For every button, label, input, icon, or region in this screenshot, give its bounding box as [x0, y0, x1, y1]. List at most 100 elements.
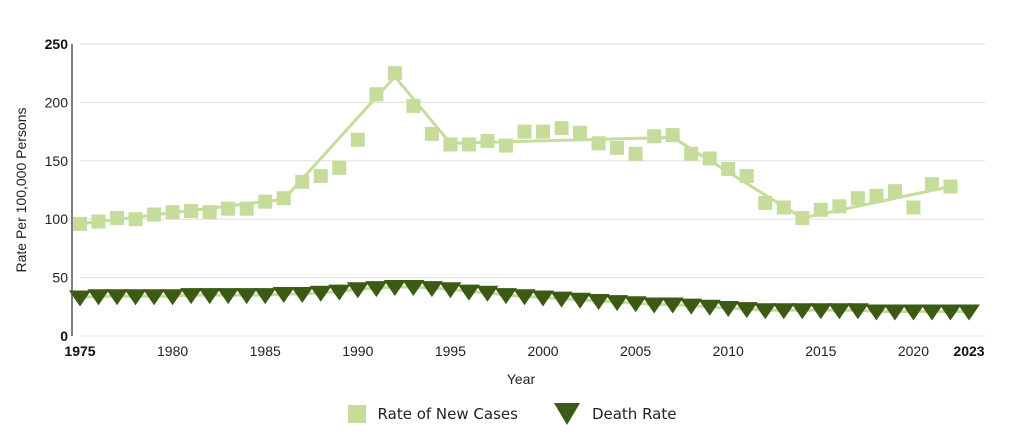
data-point-new-cases — [350, 132, 365, 147]
data-point-death-rate — [291, 286, 314, 303]
data-point-death-rate — [754, 303, 777, 320]
data-point-new-cases — [869, 188, 884, 203]
data-point-death-rate — [624, 296, 647, 313]
x-tick-label: 2000 — [527, 343, 558, 359]
data-point-death-rate — [606, 295, 629, 312]
data-point-death-rate — [87, 289, 110, 306]
data-point-new-cases — [795, 211, 810, 226]
data-point-new-cases — [443, 137, 458, 152]
data-point-death-rate — [587, 293, 610, 310]
data-point-new-cases — [776, 200, 791, 215]
data-point-death-rate — [235, 288, 258, 305]
x-tick-labels: 1975 1980 1985 1990 1995 2000 2005 2010 2015 2020… — [64, 343, 984, 359]
square-marker-icon — [347, 405, 366, 423]
data-point-new-cases — [536, 124, 551, 139]
data-point-death-rate — [661, 297, 684, 314]
data-point-death-rate — [346, 282, 369, 299]
data-point-new-cases — [665, 128, 680, 143]
trend-line-new-cases — [79, 74, 951, 226]
data-point-new-cases — [480, 133, 495, 148]
data-point-new-cases — [110, 211, 125, 226]
data-point-death-rate — [328, 284, 351, 301]
data-point-new-cases — [832, 199, 847, 214]
data-point-new-cases — [424, 126, 439, 141]
legend-label-death-rate: Death Rate — [591, 405, 677, 423]
data-point-new-cases — [184, 204, 199, 219]
data-point-new-cases — [313, 168, 328, 183]
data-point-death-rate — [494, 288, 517, 305]
data-point-death-rate — [439, 282, 462, 299]
data-point-new-cases — [739, 168, 754, 183]
data-point-death-rate — [180, 288, 203, 305]
y-tick-label: 0 — [60, 328, 68, 344]
x-tick-label: 1985 — [250, 343, 281, 359]
x-tick-label: 2015 — [805, 343, 836, 359]
x-tick-label: 1975 — [64, 343, 95, 359]
data-point-death-rate — [402, 279, 425, 296]
data-point-new-cases — [924, 177, 939, 192]
data-point-new-cases — [147, 207, 162, 222]
data-point-death-rate — [809, 303, 832, 320]
triangle-down-marker-icon — [553, 403, 580, 425]
data-point-new-cases — [295, 174, 310, 189]
data-point-new-cases — [628, 146, 643, 161]
data-point-new-cases — [332, 160, 347, 175]
y-tick-label: 50 — [52, 270, 68, 286]
data-point-new-cases — [369, 87, 384, 102]
data-point-death-rate — [902, 304, 925, 321]
data-point-death-rate — [791, 303, 814, 320]
data-point-death-rate — [124, 289, 147, 306]
y-tick-label: 150 — [45, 153, 69, 169]
data-point-death-rate — [383, 279, 406, 296]
data-point-new-cases — [850, 191, 865, 206]
data-point-new-cases — [498, 138, 513, 153]
data-point-new-cases — [73, 216, 87, 231]
data-point-new-cases — [702, 151, 717, 166]
y-tick-labels: 0 50 100 150 200 250 — [45, 36, 69, 344]
gridlines — [80, 43, 985, 337]
x-tick-label: 2005 — [620, 343, 651, 359]
legend-item-death-rate[interactable]: Death Rate — [553, 403, 677, 425]
data-point-new-cases — [221, 201, 236, 216]
data-point-death-rate — [846, 303, 869, 320]
y-tick-label: 200 — [45, 94, 69, 110]
data-point-death-rate — [550, 291, 573, 308]
data-point-new-cases — [813, 202, 828, 217]
data-point-new-cases — [610, 140, 625, 155]
data-point-death-rate — [920, 304, 943, 321]
data-point-new-cases — [276, 191, 291, 206]
data-point-death-rate — [198, 288, 221, 305]
legend-label-new-cases: Rate of New Cases — [377, 405, 518, 423]
data-point-new-cases — [758, 195, 773, 210]
data-point-death-rate — [69, 290, 91, 307]
data-point-death-rate — [309, 285, 332, 302]
legend-item-new-cases[interactable]: Rate of New Cases — [347, 405, 518, 423]
x-axis-title: Year — [507, 371, 536, 387]
data-point-death-rate — [513, 289, 536, 306]
data-point-death-rate — [143, 289, 166, 306]
data-point-new-cases — [387, 66, 402, 81]
x-tick-label: 2023 — [953, 343, 984, 359]
data-point-new-cases — [573, 125, 588, 140]
x-tick-label: 1990 — [342, 343, 373, 359]
data-point-death-rate — [365, 281, 388, 298]
data-point-new-cases — [554, 121, 569, 136]
data-point-new-cases — [887, 184, 902, 199]
data-point-death-rate — [457, 284, 480, 301]
data-point-new-cases — [906, 200, 921, 215]
data-point-new-cases — [461, 137, 476, 152]
data-point-death-rate — [106, 289, 129, 306]
data-point-death-rate — [865, 304, 888, 321]
data-point-new-cases — [91, 214, 106, 229]
data-point-death-rate — [420, 281, 443, 298]
series-rate-of-new-cases — [73, 66, 958, 231]
data-point-death-rate — [161, 289, 184, 306]
x-tick-label: 2020 — [898, 343, 929, 359]
data-point-new-cases — [406, 98, 421, 113]
x-tick-label: 2010 — [713, 343, 744, 359]
data-point-death-rate — [883, 304, 906, 321]
data-point-new-cases — [258, 194, 273, 209]
data-point-new-cases — [684, 146, 699, 161]
y-tick-label: 100 — [45, 211, 69, 227]
